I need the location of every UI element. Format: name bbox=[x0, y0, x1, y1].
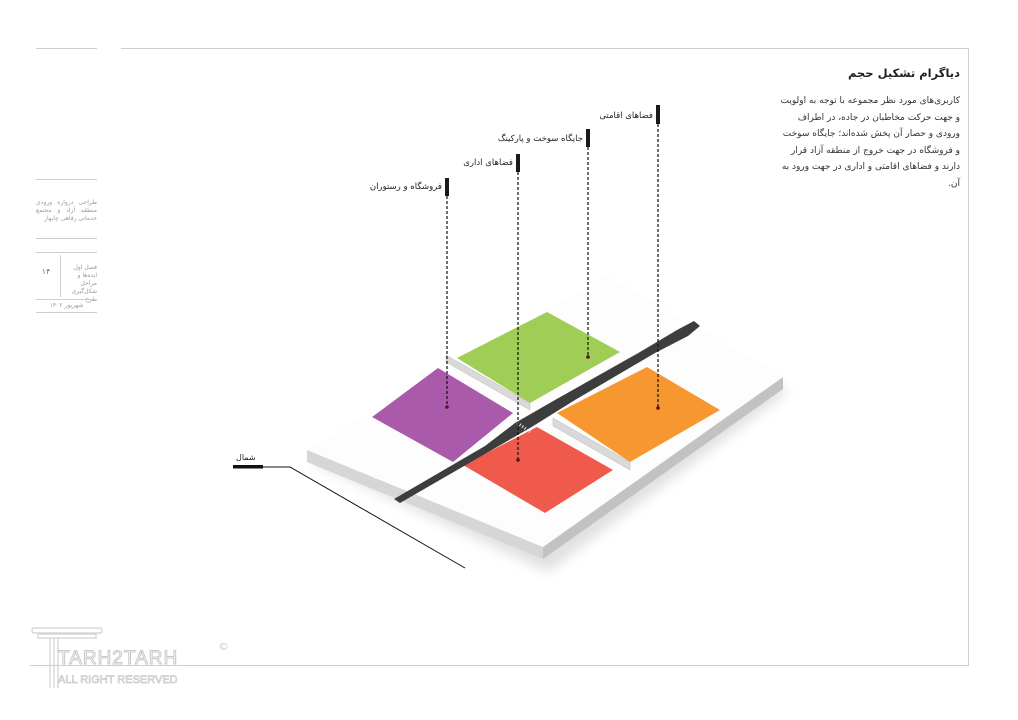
leader-dot bbox=[656, 406, 660, 410]
slab-side-right bbox=[543, 377, 783, 559]
north-marker bbox=[233, 465, 263, 469]
slab-side-left bbox=[307, 450, 543, 559]
watermark-brand: TARH2TARH bbox=[57, 648, 179, 670]
fence-wall bbox=[445, 354, 531, 411]
sidebar-page-number: ۱۴ bbox=[41, 267, 51, 276]
label-fuel-parking: جایگاه سوخت و پارکینگ bbox=[497, 134, 583, 144]
sidebar-divider bbox=[36, 252, 97, 253]
sidebar-date: شهریور ۱۴۰۲ bbox=[49, 302, 84, 309]
watermark-subtitle: ALL RIGHT RESERVED bbox=[58, 674, 178, 687]
label-marker bbox=[586, 129, 590, 147]
sidebar-divider bbox=[36, 238, 97, 239]
zone-residential bbox=[557, 367, 720, 462]
north-label: شمال bbox=[236, 453, 256, 462]
sidebar-divider bbox=[36, 299, 97, 300]
frame-top-line bbox=[121, 48, 969, 49]
label-marker bbox=[656, 105, 660, 124]
zone-shop-restaurant bbox=[372, 368, 513, 462]
label-marker bbox=[516, 154, 520, 172]
road bbox=[394, 321, 700, 503]
fence-wall bbox=[552, 417, 631, 471]
north-line bbox=[263, 466, 466, 569]
sidebar-vertical-divider bbox=[60, 255, 61, 297]
sidebar-divider bbox=[36, 312, 97, 313]
leader-dot bbox=[445, 405, 449, 409]
frame-right-line bbox=[968, 48, 969, 666]
sidebar-project-title: طراحی دروازه ورودی منطقه آزاد و مجتمع خد… bbox=[36, 199, 97, 222]
leader-dot bbox=[516, 458, 520, 462]
frame-top-left-line bbox=[36, 48, 97, 49]
watermark-copyright: © bbox=[218, 640, 229, 653]
label-office: فضاهای اداری bbox=[463, 158, 513, 168]
leader-dot bbox=[586, 355, 590, 359]
zone-fuel-parking bbox=[457, 312, 620, 403]
label-residential: فضاهای اقامتی bbox=[599, 111, 653, 121]
label-marker bbox=[445, 178, 449, 196]
zone-office bbox=[463, 427, 613, 513]
description-body: کاربری‌های مورد نظر مجموعه با توجه به او… bbox=[780, 96, 960, 189]
sidebar-divider bbox=[36, 179, 97, 180]
watermark-logo bbox=[31, 627, 103, 688]
label-shop-restaurant: فروشگاه و رستوران bbox=[369, 182, 442, 192]
frame-bottom-line bbox=[30, 665, 969, 666]
description-title: دیاگرام تشکیل حجم bbox=[847, 66, 960, 80]
